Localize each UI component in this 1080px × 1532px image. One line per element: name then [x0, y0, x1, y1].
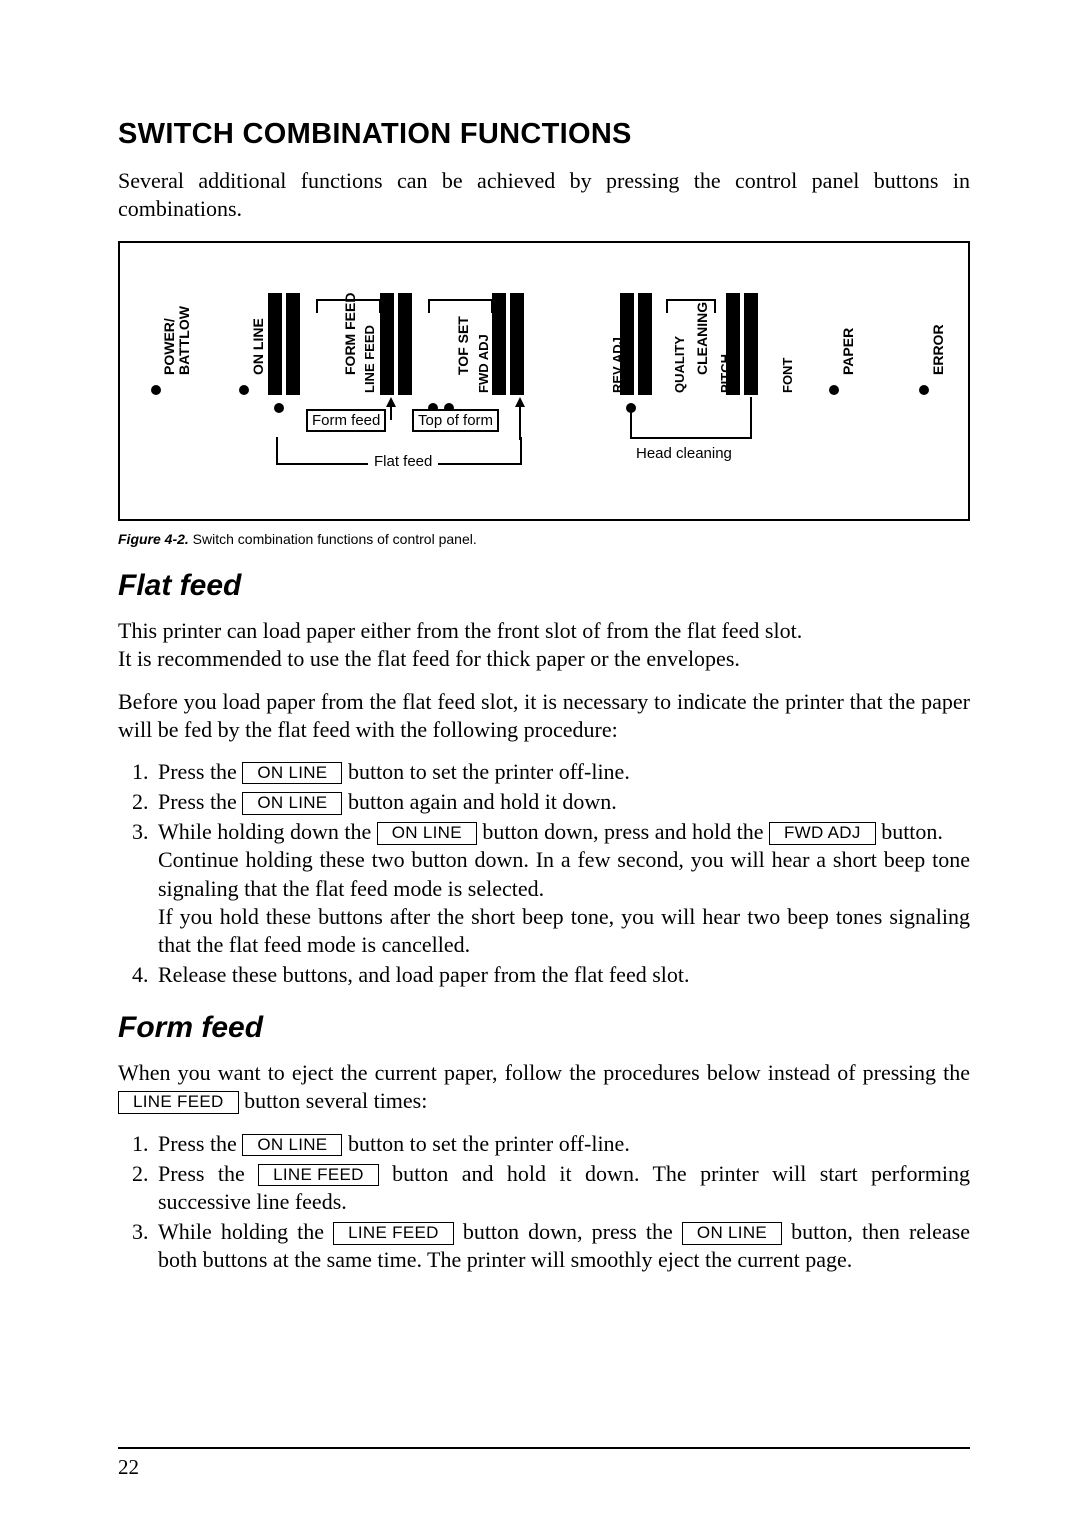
- combo-formfeed: Form feed: [306, 409, 386, 432]
- key-linefeed: LINE FEED: [118, 1091, 239, 1114]
- footer-rule: [118, 1447, 970, 1449]
- caption-rest: Switch combination functions of control …: [189, 531, 477, 547]
- led-error: [919, 385, 929, 395]
- combo-flatfeed: Flat feed: [368, 453, 438, 470]
- btn-online: [268, 293, 282, 395]
- heading-flat-feed: Flat feed: [118, 569, 970, 603]
- flat-p2: It is recommended to use the flat feed f…: [118, 645, 970, 673]
- page-number: 22: [118, 1455, 970, 1480]
- figure-caption: Figure 4-2. Switch combination functions…: [118, 531, 970, 547]
- label-paper: PAPER: [840, 328, 856, 375]
- flat-step-4: Release these buttons, and load paper fr…: [154, 961, 970, 989]
- page-footer: 22: [118, 1447, 970, 1480]
- flat-steps: Press the ON LINE button to set the prin…: [118, 758, 970, 989]
- key-linefeed: LINE FEED: [258, 1164, 379, 1187]
- heading-form-feed: Form feed: [118, 1011, 970, 1045]
- key-online: ON LINE: [377, 822, 477, 845]
- btn-online-b: [286, 293, 300, 395]
- caption-bold: Figure 4-2.: [118, 531, 189, 547]
- key-online: ON LINE: [242, 762, 342, 785]
- key-linefeed: LINE FEED: [333, 1222, 454, 1245]
- label-quality: QUALITY: [672, 336, 687, 393]
- btn-linefeed-b: [398, 293, 412, 395]
- combo-headclean: Head cleaning: [636, 445, 732, 462]
- btn-fwdadj-b: [510, 293, 524, 395]
- form-step-1: Press the ON LINE button to set the prin…: [154, 1130, 970, 1158]
- btn-revadj: [620, 293, 634, 395]
- label-fwdadj: FWD ADJ: [476, 335, 491, 394]
- form-steps: Press the ON LINE button to set the prin…: [118, 1130, 970, 1275]
- label-online: ON LINE: [250, 319, 266, 376]
- control-panel-figure: POWER/BATTLOW ON LINE FORM FEED LINE FEE…: [118, 241, 970, 521]
- bracket-tofset: [428, 299, 493, 313]
- led-power: [151, 385, 161, 395]
- key-online: ON LINE: [682, 1222, 782, 1245]
- form-step-2: Press the LINE FEED button and hold it d…: [154, 1160, 970, 1216]
- page-title: SWITCH COMBINATION FUNCTIONS: [118, 118, 970, 151]
- flat-p1: This printer can load paper either from …: [118, 617, 970, 645]
- flat-p3: Before you load paper from the flat feed…: [118, 688, 970, 744]
- form-step-3: While holding the LINE FEED button down,…: [154, 1218, 970, 1274]
- led-paper: [829, 385, 839, 395]
- label-linefeed: LINE FEED: [362, 325, 377, 393]
- flat-step-1: Press the ON LINE button to set the prin…: [154, 758, 970, 786]
- key-online: ON LINE: [242, 1134, 342, 1157]
- form-p1: When you want to eject the current paper…: [118, 1059, 970, 1115]
- label-error: ERROR: [930, 325, 946, 376]
- btn-revadj-b: [638, 293, 652, 395]
- btn-fwdadj: [492, 293, 506, 395]
- key-fwdadj: FWD ADJ: [769, 822, 876, 845]
- label-power: POWER/BATTLOW: [162, 306, 192, 375]
- led-online: [239, 385, 249, 395]
- label-formfeed: FORM FEED: [342, 293, 358, 375]
- label-font: FONT: [780, 358, 795, 393]
- combo-topofform: Top of form: [412, 409, 499, 432]
- btn-linefeed: [380, 293, 394, 395]
- bracket-headclean: [630, 411, 752, 439]
- intro-text: Several additional functions can be achi…: [118, 167, 970, 223]
- label-cleaning: CLEANING: [694, 302, 710, 375]
- flat-step-3: While holding down the ON LINE button do…: [154, 818, 970, 959]
- key-online: ON LINE: [242, 792, 342, 815]
- flat-step-2: Press the ON LINE button again and hold …: [154, 788, 970, 816]
- label-tofset: TOF SET: [455, 316, 471, 375]
- btn-pitch-b: [744, 293, 758, 395]
- btn-pitch: [726, 293, 740, 395]
